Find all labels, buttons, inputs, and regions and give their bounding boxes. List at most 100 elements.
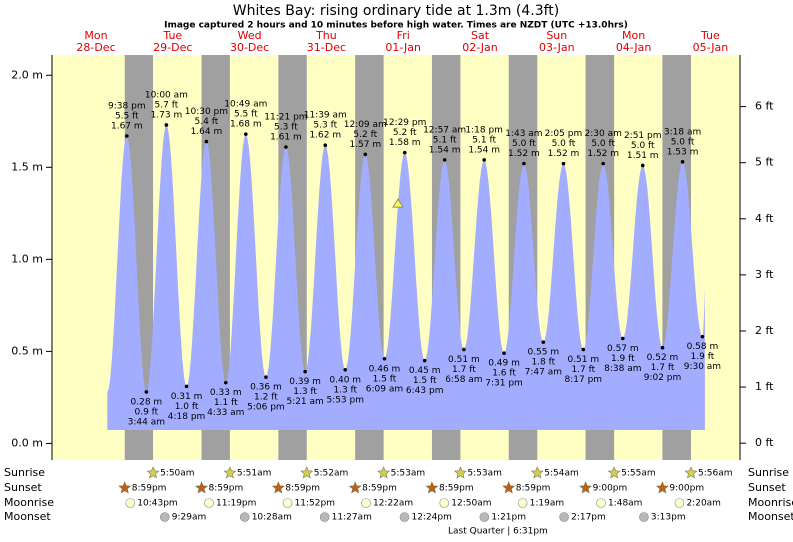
moonset-time: 1:21pm xyxy=(491,513,526,523)
tide-label: 5.1 ft xyxy=(472,135,496,145)
sunset-time: 9:00pm xyxy=(669,484,704,494)
tide-label: 6:09 am xyxy=(366,384,403,394)
moonset-icon xyxy=(399,512,410,522)
tide-point xyxy=(343,367,348,372)
moonset-time: 2:17pm xyxy=(571,513,606,523)
tide-point xyxy=(640,163,645,168)
day-name: Mon xyxy=(84,29,107,42)
tide-point xyxy=(700,334,705,339)
y2-tick-label: 6 ft xyxy=(755,100,774,113)
tide-label: 1.52 m xyxy=(587,149,619,159)
tide-label: 1:18 pm xyxy=(465,125,503,135)
moonrise-icon xyxy=(125,498,136,508)
tide-label: 1.9 ft xyxy=(611,354,635,364)
sunset-icon xyxy=(271,481,285,494)
tide-label: 1.7 ft xyxy=(452,365,476,375)
tide-label: 0.49 m xyxy=(488,359,520,369)
tide-point xyxy=(621,336,625,341)
day-name: Fri xyxy=(397,29,410,42)
tide-label: 4:33 am xyxy=(207,408,244,418)
tide-label: 12:57 am xyxy=(423,125,466,135)
tide-label: 1.53 m xyxy=(667,147,699,157)
tide-label: 5.0 ft xyxy=(552,139,576,149)
tide-label: 1.3 ft xyxy=(333,385,357,395)
day-date: 02-Jan xyxy=(462,41,498,54)
tide-label: 5.2 ft xyxy=(393,128,417,138)
row-label: Sunset xyxy=(4,481,42,494)
moonset-icon xyxy=(639,512,649,522)
tide-label: 5.0 ft xyxy=(591,139,615,149)
y-tick-label: 0.0 m xyxy=(11,436,43,449)
tide-point xyxy=(462,347,466,352)
sunset-time: 8:59pm xyxy=(362,484,397,494)
tide-point xyxy=(223,380,228,385)
sunset-icon xyxy=(348,481,362,494)
moon-phase: Last Quarter | 6:31pm xyxy=(448,527,548,537)
tide-label: 5:53 pm xyxy=(326,395,364,405)
sunrise-icon xyxy=(223,466,237,479)
sunset-icon xyxy=(502,481,516,494)
tide-label: 5.5 ft xyxy=(115,112,139,122)
day-date: 03-Jan xyxy=(539,41,575,54)
moonset-icon xyxy=(479,512,490,522)
tide-label: 2:30 am xyxy=(585,129,622,139)
tide-point xyxy=(581,347,586,352)
tide-point xyxy=(264,375,268,379)
sunrise-icon xyxy=(453,466,467,479)
sunset-time: 9:00pm xyxy=(593,484,628,494)
sunset-time: 8:59pm xyxy=(516,484,551,494)
y2-tick-label: 3 ft xyxy=(755,268,774,281)
tide-label: 1.5 ft xyxy=(413,376,437,386)
tide-label: 4:18 pm xyxy=(168,412,206,422)
tide-label: 1.67 m xyxy=(111,122,143,132)
tide-label: 5.3 ft xyxy=(313,121,337,131)
row-label: Sunrise xyxy=(4,466,45,479)
sunrise-time: 5:51am xyxy=(237,469,271,479)
moonrise-time: 1:19am xyxy=(530,499,565,509)
tide-point xyxy=(660,345,665,350)
day-date: 31-Dec xyxy=(307,41,346,54)
moonrise-time: 11:19pm xyxy=(216,499,256,509)
day-date: 28-Dec xyxy=(76,41,115,54)
tide-label: 5.0 ft xyxy=(512,139,536,149)
plot: 9:38 pm5.5 ft1.67 m0.28 m0.9 ft3:44 am10… xyxy=(107,90,721,430)
moonset-icon xyxy=(159,512,170,522)
tide-label: 1.7 ft xyxy=(571,365,595,375)
row-label: Moonset xyxy=(748,510,793,523)
tide-point xyxy=(303,369,307,374)
sunrise-icon xyxy=(684,466,698,479)
tide-label: 1.51 m xyxy=(627,151,659,161)
current-marker xyxy=(392,198,404,208)
moonset-time: 9:29am xyxy=(172,513,207,523)
tide-point xyxy=(382,356,387,361)
moonrise-icon xyxy=(439,498,450,508)
tide-label: 0.55 m xyxy=(527,348,559,358)
tide-label: 10:30 pm xyxy=(185,107,228,117)
moonset-icon xyxy=(239,512,250,522)
day-date: 04-Jan xyxy=(616,41,652,54)
tide-label: 0.39 m xyxy=(289,377,321,387)
tide-area xyxy=(107,125,705,430)
sunrise-icon xyxy=(146,466,160,479)
tide-label: 0.31 m xyxy=(171,392,203,402)
tide-point xyxy=(422,358,427,363)
tide-label: 1.57 m xyxy=(349,140,381,150)
sunset-time: 8:59pm xyxy=(132,484,167,494)
tide-point xyxy=(502,351,506,356)
tide-label: 1.61 m xyxy=(270,133,302,143)
day-name: Wed xyxy=(238,29,262,42)
tide-point xyxy=(561,161,566,166)
moonrise-icon xyxy=(282,498,293,508)
tide-label: 5.0 ft xyxy=(631,141,655,151)
moonrise-time: 12:50am xyxy=(451,499,491,509)
row-label: Moonrise xyxy=(748,496,793,509)
tide-label: 1.52 m xyxy=(548,149,580,159)
row-label: Sunrise xyxy=(748,466,789,479)
tide-label: 0.28 m xyxy=(131,397,163,407)
day-date: 05-Jan xyxy=(693,41,729,54)
tide-label: 11:21 pm xyxy=(264,113,307,123)
tide-label: 6:43 pm xyxy=(406,386,444,396)
tide-label: 0.33 m xyxy=(210,388,242,398)
row-label: Moonrise xyxy=(4,496,54,509)
moonset-icon xyxy=(559,512,569,522)
